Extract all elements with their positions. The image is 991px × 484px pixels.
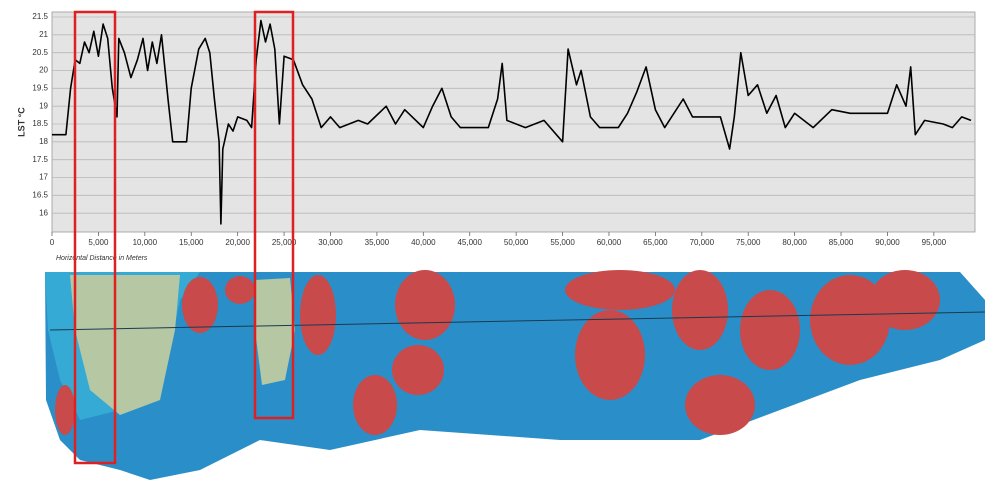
x-tick-label: 55,000 (550, 238, 575, 247)
y-tick-label: 19 (39, 101, 48, 110)
plot-area (52, 12, 975, 232)
y-tick-label: 16 (39, 208, 48, 217)
y-tick-label: 16.5 (32, 190, 48, 199)
x-tick-label: 90,000 (875, 238, 900, 247)
x-tick-label: 30,000 (318, 238, 343, 247)
x-tick-label: 5,000 (88, 238, 109, 247)
x-tick-label: 65,000 (643, 238, 668, 247)
x-tick-label: 80,000 (782, 238, 807, 247)
x-tick-label: 40,000 (411, 238, 436, 247)
satellite-image (45, 270, 985, 480)
x-tick-label: 45,000 (457, 238, 482, 247)
x-tick-label: 35,000 (365, 238, 390, 247)
y-tick-label: 21 (39, 30, 48, 39)
x-tick-label: 15,000 (179, 238, 204, 247)
y-tick-label: 18.5 (32, 119, 48, 128)
y-tick-label: 20.5 (32, 48, 48, 57)
y-tick-label: 18 (39, 137, 48, 146)
y-tick-label: 21.5 (32, 12, 48, 21)
x-tick-label: 75,000 (736, 238, 761, 247)
y-axis-title: LST °C (16, 107, 26, 137)
x-tick-label: 10,000 (133, 238, 158, 247)
y-tick-label: 17.5 (32, 155, 48, 164)
x-tick-label: 95,000 (922, 238, 947, 247)
x-tick-label: 60,000 (597, 238, 622, 247)
y-tick-label: 20 (39, 66, 48, 75)
x-tick-label: 85,000 (829, 238, 854, 247)
y-tick-label: 19.5 (32, 83, 48, 92)
y-tick-label: 17 (39, 173, 48, 182)
x-axis-title: Horizontal Distance in Meters (56, 255, 148, 262)
x-tick-label: 70,000 (690, 238, 715, 247)
x-tick-label: 20,000 (225, 238, 250, 247)
figure: LST °C Horizontal Distance in Meters 16 1… (0, 0, 991, 484)
x-tick-label: 50,000 (504, 238, 529, 247)
x-tick-label: 0 (50, 238, 55, 247)
